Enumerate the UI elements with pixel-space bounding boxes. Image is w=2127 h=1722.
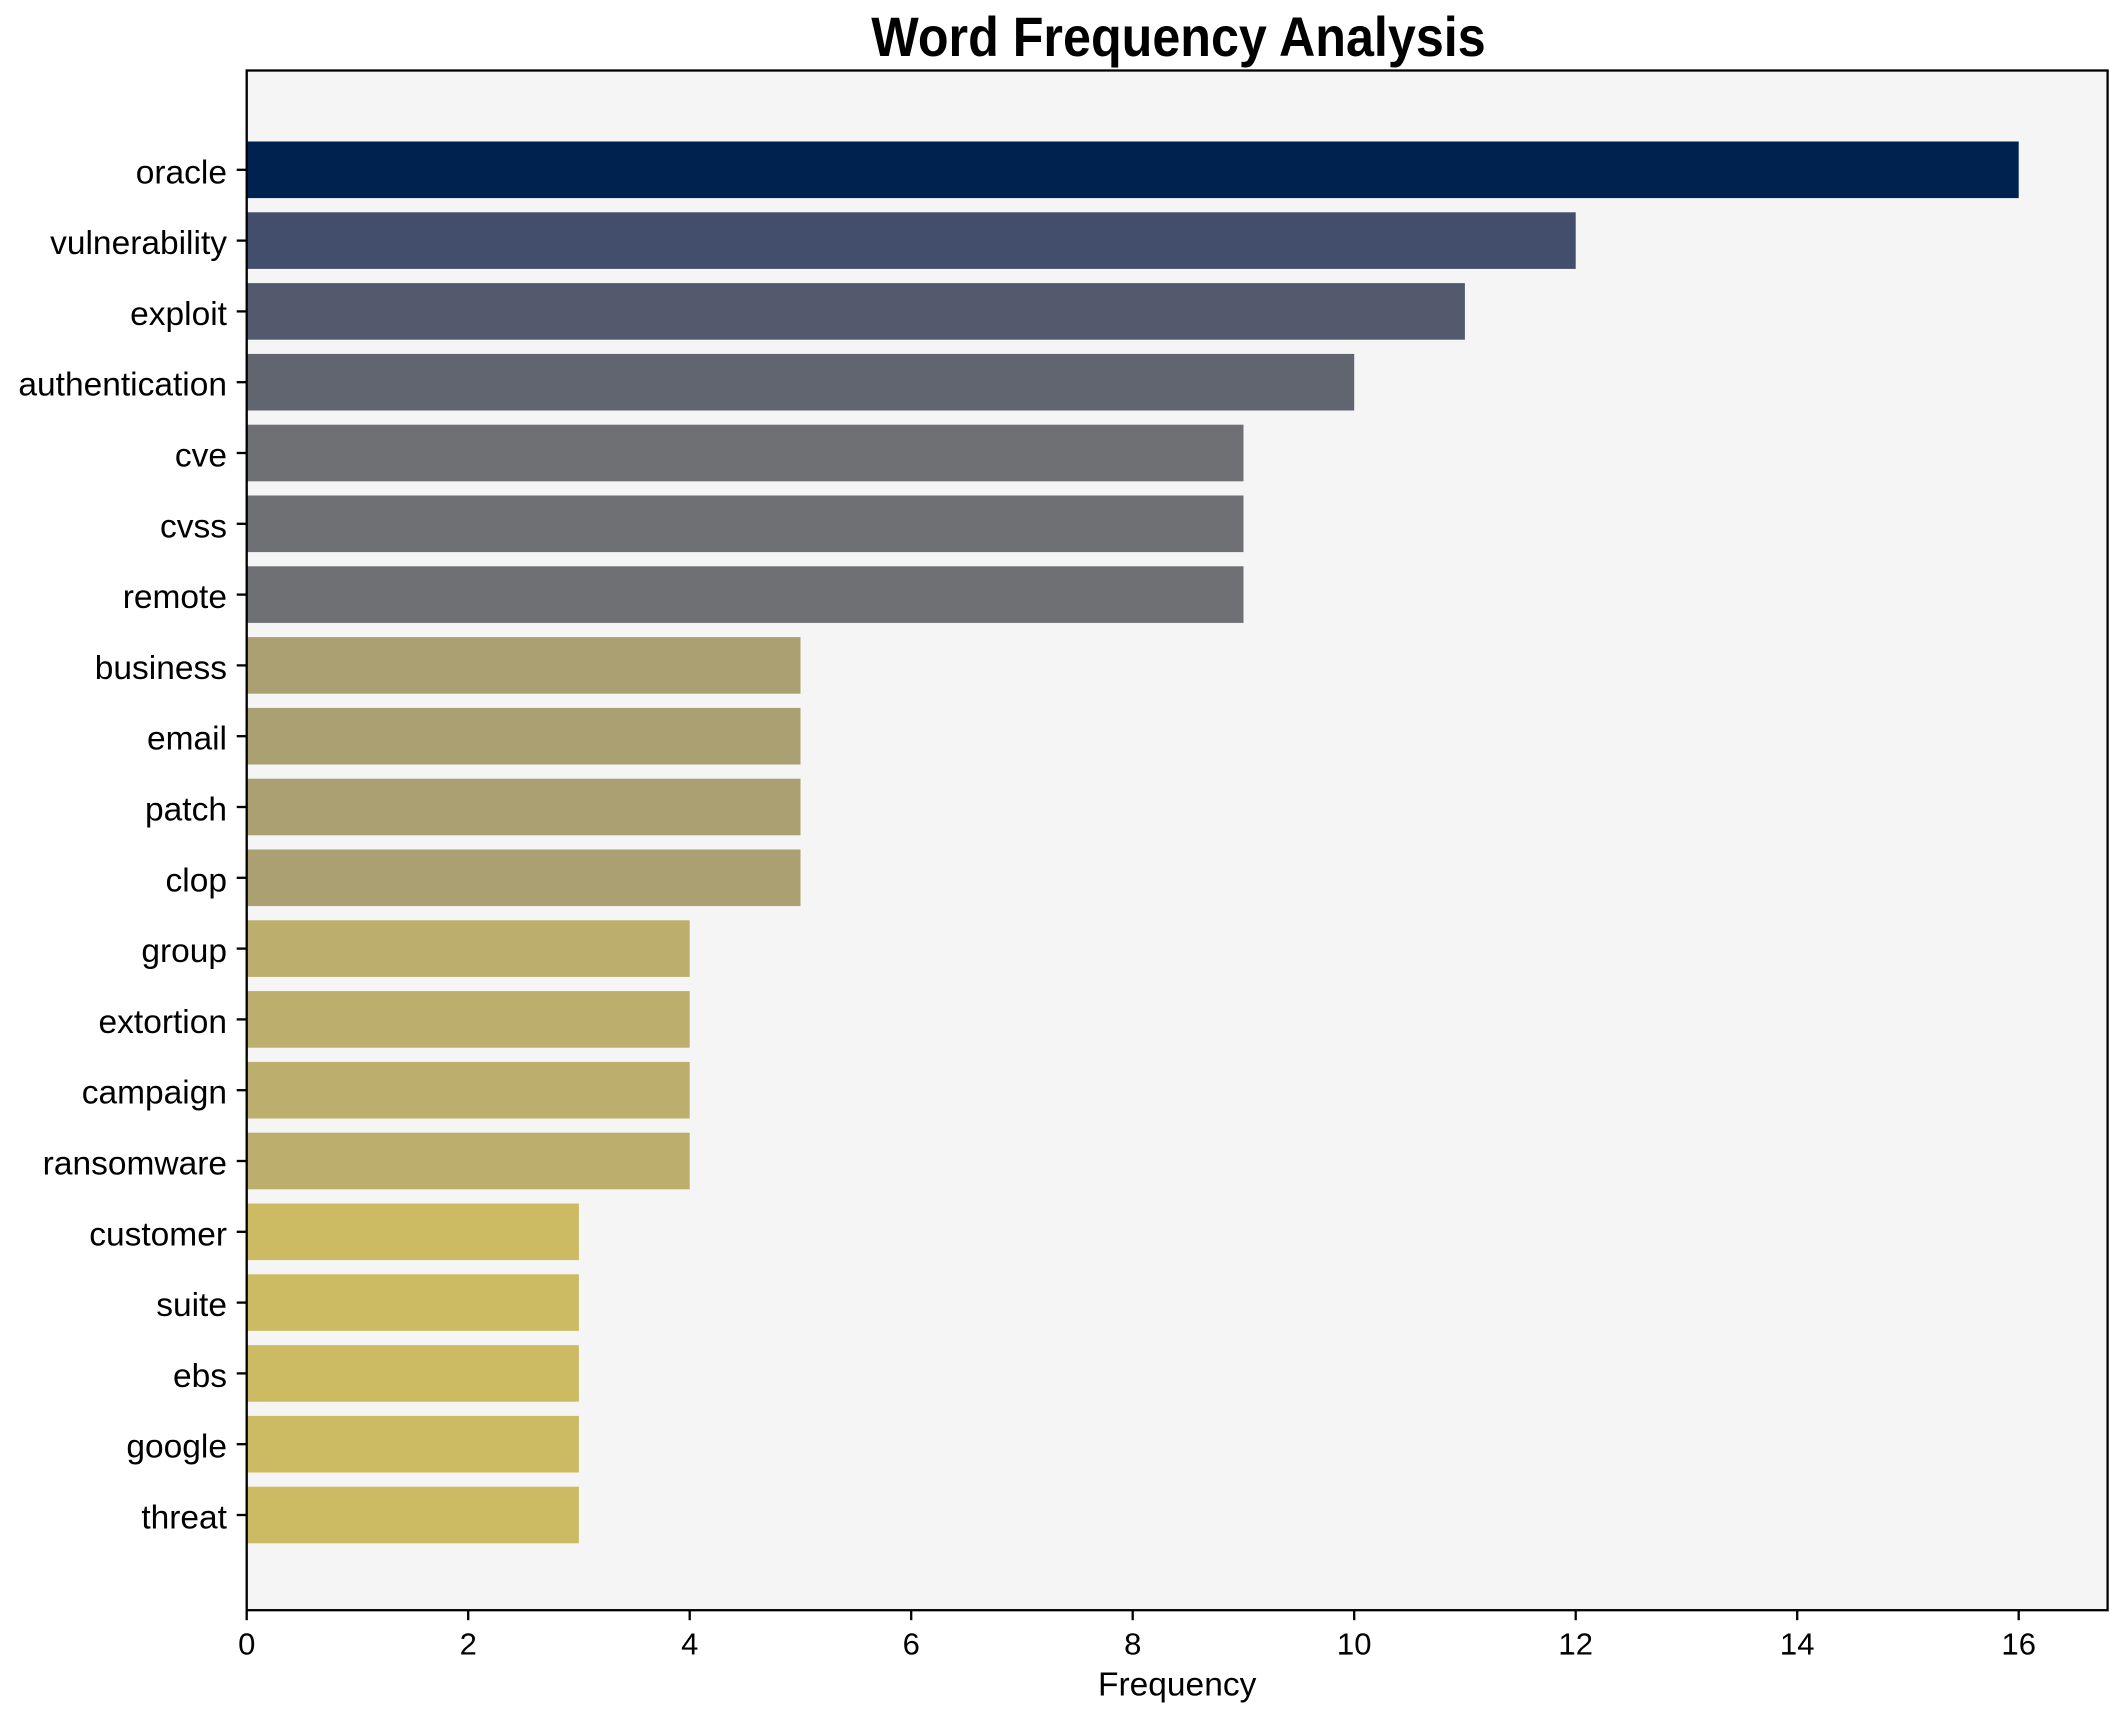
svg-text:exploit: exploit [130, 296, 228, 333]
svg-text:cve: cve [175, 438, 227, 475]
svg-text:extortion: extortion [99, 1004, 228, 1041]
svg-text:patch: patch [145, 792, 227, 829]
svg-text:authentication: authentication [18, 367, 227, 404]
svg-text:clop: clop [166, 862, 227, 899]
svg-text:4: 4 [681, 1627, 698, 1662]
svg-text:customer: customer [89, 1216, 227, 1253]
svg-text:16: 16 [2001, 1627, 2035, 1662]
svg-text:suite: suite [156, 1287, 227, 1324]
svg-text:oracle: oracle [136, 154, 227, 191]
svg-text:Frequency: Frequency [1098, 1667, 1257, 1704]
svg-text:threat: threat [141, 1500, 227, 1537]
svg-text:10: 10 [1337, 1627, 1371, 1662]
svg-text:email: email [147, 721, 227, 758]
svg-text:vulnerability: vulnerability [50, 225, 227, 262]
svg-text:ebs: ebs [173, 1358, 227, 1395]
svg-text:google: google [126, 1429, 227, 1466]
svg-text:14: 14 [1780, 1627, 1814, 1662]
svg-text:remote: remote [123, 579, 227, 616]
svg-text:campaign: campaign [82, 1075, 227, 1112]
svg-text:group: group [141, 933, 227, 970]
svg-text:cvss: cvss [160, 508, 227, 545]
svg-text:8: 8 [1124, 1627, 1141, 1662]
svg-text:Word Frequency Analysis: Word Frequency Analysis [871, 6, 1485, 68]
svg-text:6: 6 [903, 1627, 920, 1662]
svg-text:0: 0 [238, 1627, 255, 1662]
svg-text:ransomware: ransomware [43, 1146, 227, 1183]
svg-text:2: 2 [460, 1627, 477, 1662]
svg-text:business: business [95, 650, 227, 687]
svg-text:12: 12 [1558, 1627, 1592, 1662]
